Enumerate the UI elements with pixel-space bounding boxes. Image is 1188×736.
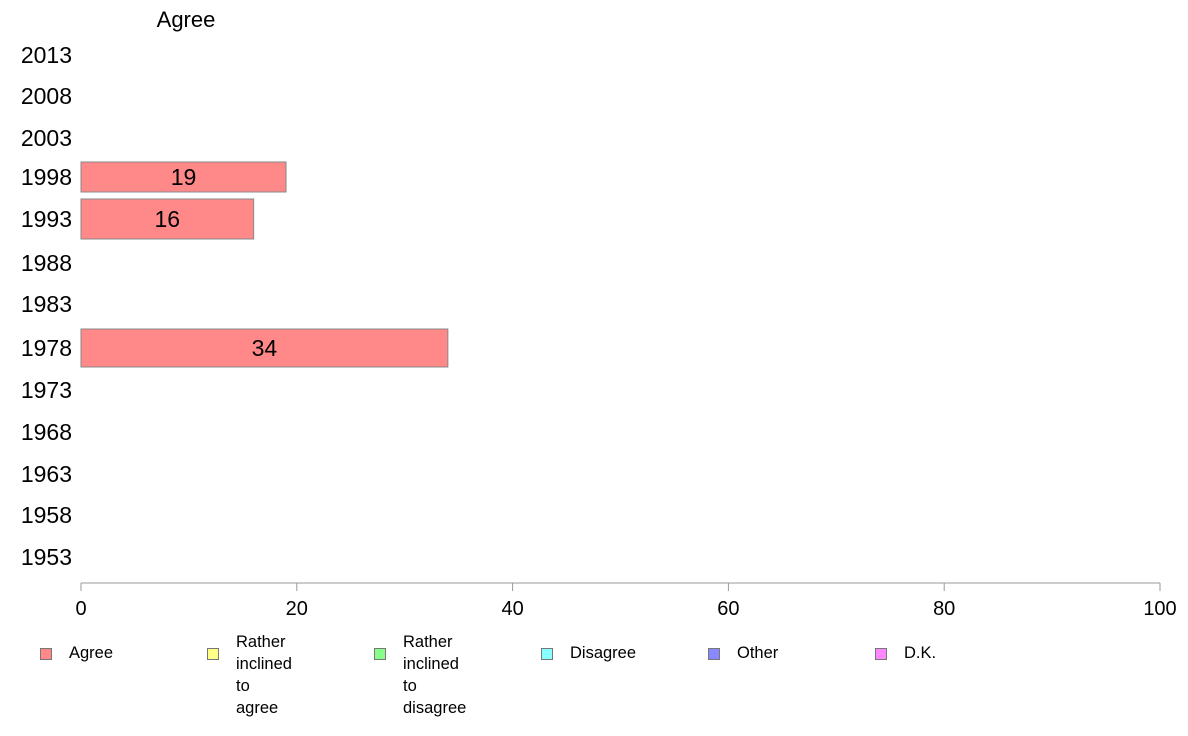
legend-label: D.K. xyxy=(904,644,937,662)
legend-label: Rather inclined to disagree xyxy=(403,633,467,717)
y-tick-label: 1978 xyxy=(21,335,72,361)
y-tick-label: 2008 xyxy=(21,83,72,109)
legend-label: Disagree xyxy=(570,644,637,662)
y-tick-label: 2013 xyxy=(21,42,72,68)
legend-label: Agree xyxy=(69,644,114,662)
bar xyxy=(80,161,287,193)
legend-swatch xyxy=(207,648,219,660)
y-tick-label: 1988 xyxy=(21,250,72,276)
legend-swatch xyxy=(374,648,386,660)
legend-swatch xyxy=(708,648,720,660)
bar-value-label: 16 xyxy=(155,206,181,232)
legend-swatch xyxy=(875,648,887,660)
x-tick-label: 60 xyxy=(717,598,739,620)
y-tick-label: 1973 xyxy=(21,377,72,403)
y-tick-label: 1993 xyxy=(21,206,72,232)
bar-value-label: 34 xyxy=(252,335,278,361)
chart-title: Agree xyxy=(157,7,216,32)
x-tick-label: 0 xyxy=(75,598,86,620)
bar xyxy=(80,198,255,240)
x-tick-label: 40 xyxy=(501,598,523,620)
x-tick-label: 20 xyxy=(286,598,308,620)
x-tick-label: 100 xyxy=(1143,598,1176,620)
bar xyxy=(80,328,449,368)
y-tick-label: 1968 xyxy=(21,419,72,445)
y-tick-label: 1958 xyxy=(21,502,72,528)
legend-label: Rather inclined to agree xyxy=(236,633,292,717)
bar-value-label: 19 xyxy=(171,164,197,190)
y-tick-label: 1953 xyxy=(21,544,72,570)
legend-swatch xyxy=(40,648,52,660)
legend-swatch xyxy=(541,648,553,660)
legend-label: Other xyxy=(737,644,779,662)
y-tick-label: 1983 xyxy=(21,291,72,317)
y-tick-label: 2003 xyxy=(21,125,72,151)
y-tick-label: 1963 xyxy=(21,461,72,487)
y-tick-label: 1998 xyxy=(21,164,72,190)
bar-chart: Agree 19 16 34 2013 2008 2003 1998 1993 1988 198… xyxy=(21,7,1177,620)
legend: Agree Rather inclined to agree Rather incl… xyxy=(0,630,1188,717)
x-tick-label: 80 xyxy=(933,598,955,620)
